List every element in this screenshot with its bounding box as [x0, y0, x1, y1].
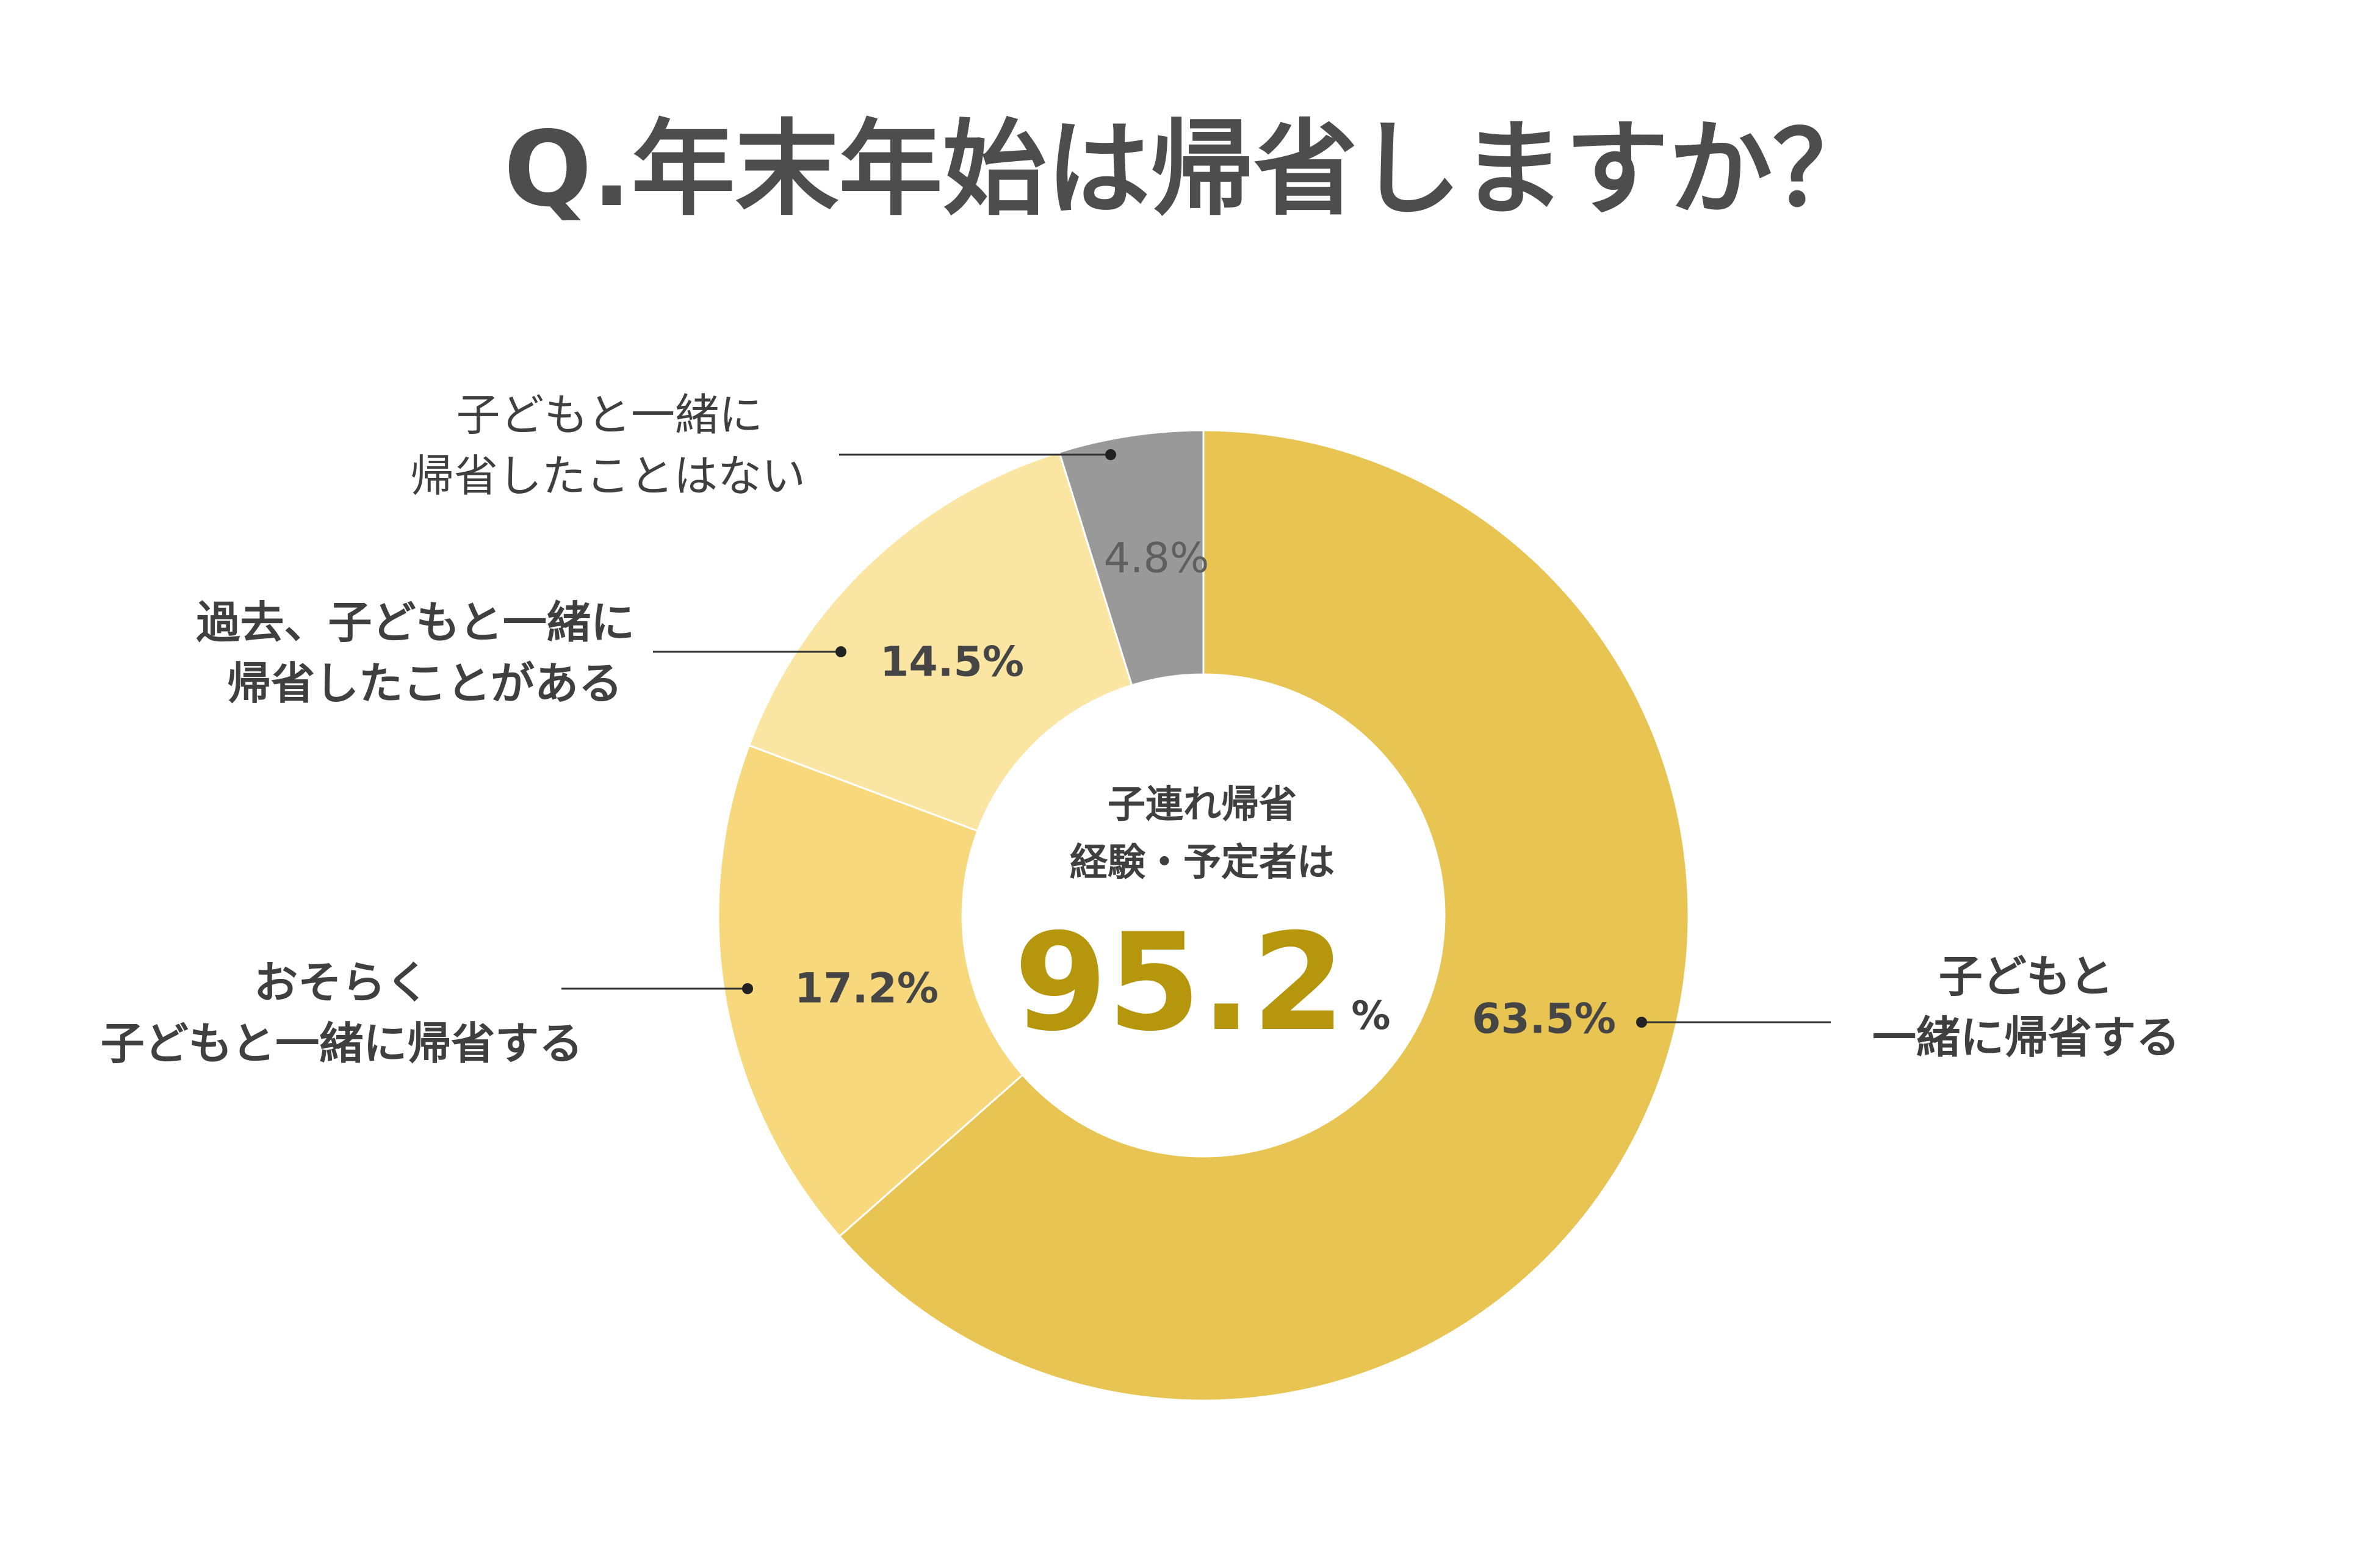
leader-dot-3 [1105, 449, 1116, 460]
callout-label-slice-1: おそらく 子どもと一緒に帰省する [100, 957, 583, 1069]
leader-dot-2 [835, 646, 846, 657]
donut-slices [717, 429, 1690, 1402]
callout-label-slice-0: 子どもと 一緒に帰省する [1872, 951, 2180, 1063]
center-value-number: 95.2 [1014, 904, 1346, 1061]
leader-dot-1 [742, 983, 753, 994]
donut-center-label: 子連れ帰省 経験・予定者は [1069, 782, 1335, 884]
donut-slice-1 [717, 744, 1024, 1238]
callout-label-slice-2: 過去、子どもと一緒に 帰省したことがある [196, 597, 635, 709]
leader-dot-0 [1636, 1017, 1647, 1028]
slice-value-label-1: 17.2% [795, 964, 939, 1013]
callout-label-slice-3: 子どもと一緒に 帰省したことはない [409, 389, 806, 502]
slice-value-label-3: 4.8% [1103, 534, 1210, 583]
donut-center-value: 95.2% [1007, 909, 1397, 1056]
callout-leader-lines [561, 449, 1831, 1028]
slice-value-label-2: 14.5% [880, 638, 1024, 687]
donut-slice-3 [1058, 429, 1205, 687]
slice-value-label-0: 63.5% [1472, 995, 1616, 1044]
chart-title: Q.年末年始は帰省しますか？ [503, 109, 1877, 230]
donut-slice-0 [838, 429, 1690, 1402]
center-value-unit: % [1351, 994, 1391, 1039]
donut-slice-2 [748, 451, 1133, 832]
